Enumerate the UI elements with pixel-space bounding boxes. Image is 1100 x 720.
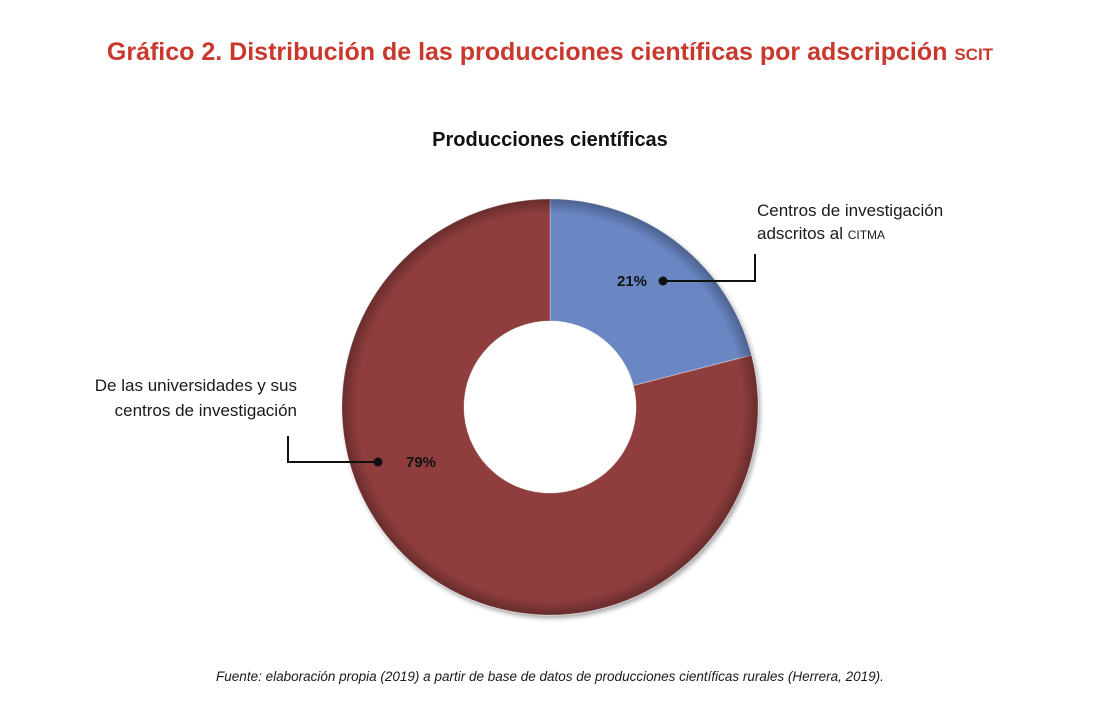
figure-title-main: Gráfico 2. Distribución de las produccio… (106, 38, 955, 66)
leader-line-citma (663, 254, 756, 282)
slice-label-citma-abbr: citma (848, 224, 885, 243)
slice-label-citma-line-1: Centros de investigación (757, 201, 943, 220)
figure-title-abbr: scit (954, 39, 994, 66)
figure-title: Gráfico 2. Distribución de las produccio… (0, 38, 1100, 67)
slice-value-universities: 79% (406, 454, 436, 471)
slice-label-citma-line-2: adscritos al citma (757, 224, 885, 243)
slice-label-universities-line-2: centros de investigación (115, 401, 297, 420)
chart-title: Producciones científicas (432, 129, 668, 151)
leader-dot-citma (658, 276, 668, 286)
leader-line-universities (287, 436, 378, 463)
slice-label-universities: De las universidades y sus centros de in… (95, 376, 297, 420)
slice-value-citma: 21% (617, 273, 647, 290)
source-note: Fuente: elaboración propia (2019) a part… (216, 669, 884, 684)
slice-label-citma: Centros de investigación adscritos al ci… (757, 201, 943, 243)
donut-hole (464, 321, 636, 493)
slice-label-universities-line-1: De las universidades y sus (95, 376, 297, 395)
leader-dot-universities (373, 457, 383, 467)
slice-label-citma-line-2-text: adscritos al (757, 224, 848, 243)
